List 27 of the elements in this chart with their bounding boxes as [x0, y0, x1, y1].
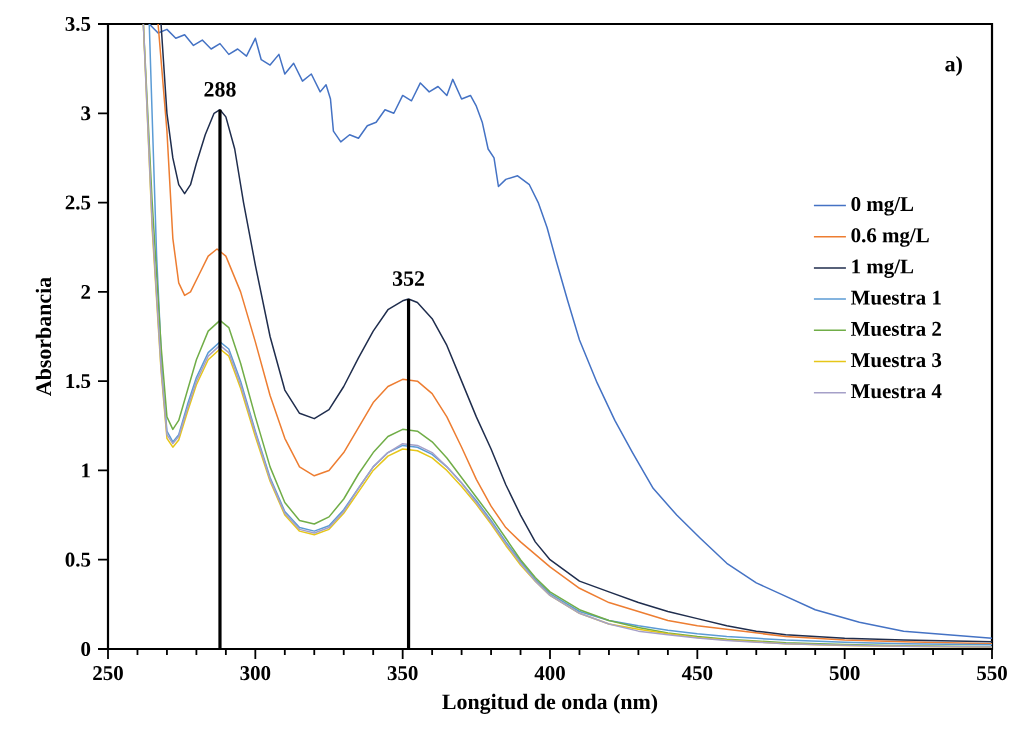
legend-label: 0.6 mg/L [851, 228, 929, 247]
y-tick-label: 2.5 [65, 195, 91, 210]
legend-label: Muestra 1 [851, 290, 941, 305]
x-axis-title: Longitud de onda (nm) [442, 693, 658, 714]
x-tick-label: 550 [977, 666, 1007, 681]
y-tick-label: 1.5 [66, 374, 91, 389]
annotation: 288 [204, 81, 236, 97]
y-tick-label: 0.5 [65, 552, 91, 567]
x-tick-label: 350 [387, 666, 418, 681]
y-tick-label: 3 [81, 106, 91, 121]
annotation: a) [945, 56, 962, 76]
legend-label: 0 mg/L [851, 196, 914, 216]
x-tick-label: 500 [829, 666, 860, 681]
y-tick-label: 2 [81, 284, 91, 299]
annotation: 352 [392, 271, 425, 286]
x-tick-label: 400 [534, 666, 565, 681]
legend-label: Muestra 2 [851, 321, 941, 336]
x-tick-label: 300 [240, 666, 271, 681]
y-axis-title: Absorbancia [35, 277, 52, 396]
legend-label: Muestra 4 [851, 384, 942, 399]
y-tick-label: 1 [82, 463, 90, 478]
y-tick-label: 0 [81, 641, 91, 657]
legend-label: Muestra 3 [851, 353, 942, 368]
legend-label: 1 mg/L [852, 259, 914, 278]
x-tick-label: 450 [681, 666, 713, 681]
x-tick-label: 250 [93, 666, 123, 681]
y-tick-label: 3.5 [65, 16, 91, 32]
